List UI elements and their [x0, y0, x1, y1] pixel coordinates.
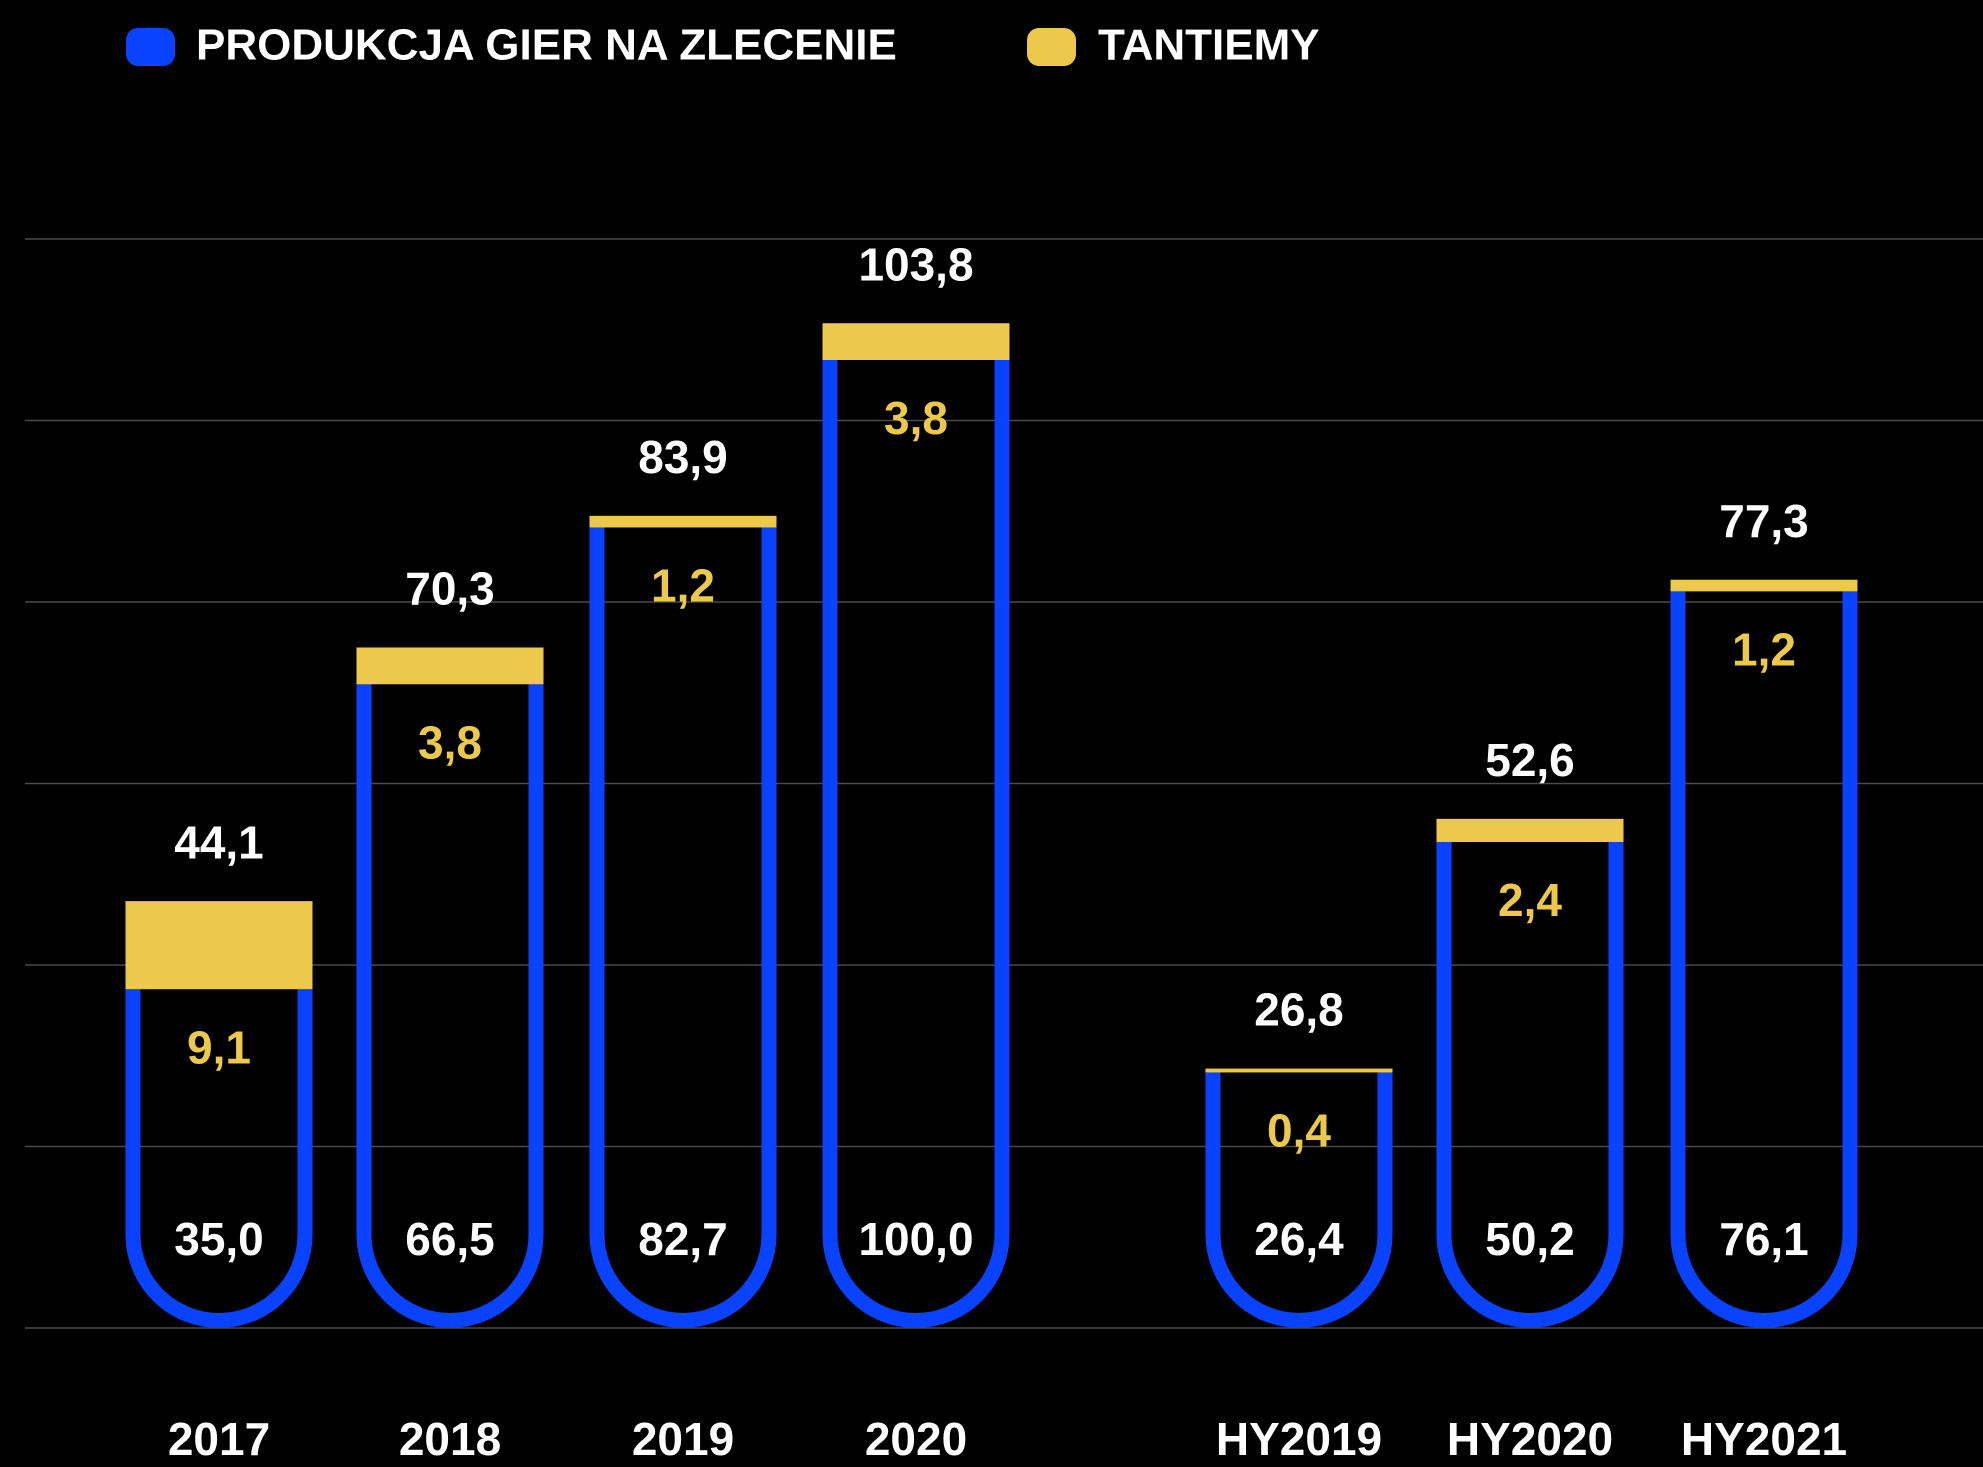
- total-label: 70,3: [405, 563, 495, 615]
- value-label: 9,1: [187, 1021, 251, 1073]
- x-tick-label: HY2020: [1447, 1413, 1613, 1465]
- total-label: 77,3: [1719, 495, 1809, 547]
- legend-label: TANTIEMY: [1098, 21, 1320, 70]
- x-tick-label: 2020: [865, 1413, 967, 1465]
- bar-segment: [1436, 842, 1624, 1328]
- x-tick-label: HY2019: [1216, 1413, 1382, 1465]
- bar-segment: [125, 989, 313, 1328]
- bar-segment: [822, 323, 1010, 360]
- total-label: 83,9: [638, 431, 728, 483]
- value-label: 66,5: [405, 1213, 495, 1265]
- legend-swatch: [1027, 28, 1076, 66]
- value-label: 76,1: [1719, 1213, 1809, 1265]
- total-label: 26,8: [1254, 984, 1344, 1036]
- value-label: 35,0: [174, 1213, 264, 1265]
- legend-swatch: [126, 28, 175, 66]
- bar-segment: [589, 527, 777, 1328]
- value-label: 1,2: [651, 560, 715, 612]
- value-label: 0,4: [1267, 1105, 1331, 1157]
- x-tick-label: 2017: [168, 1413, 270, 1465]
- total-label: 52,6: [1485, 734, 1575, 786]
- bar-segment: [822, 360, 1010, 1328]
- value-label: 100,0: [858, 1213, 973, 1265]
- value-label: 82,7: [638, 1213, 728, 1265]
- bar-segment: [356, 647, 544, 685]
- bar-segment: [1205, 1072, 1393, 1328]
- x-tick-label: 2019: [632, 1413, 734, 1465]
- x-tick-label: HY2021: [1681, 1413, 1847, 1465]
- value-label: 26,4: [1254, 1213, 1344, 1265]
- value-label: 1,2: [1732, 624, 1796, 676]
- value-label: 3,8: [418, 716, 482, 768]
- bar-segment: [125, 901, 313, 990]
- bar-segment: [1436, 818, 1624, 843]
- legend: PRODUKCJA GIER NA ZLECENIE TANTIEMY: [126, 21, 1320, 70]
- total-label: 103,8: [858, 238, 973, 290]
- total-label: 44,1: [174, 816, 264, 868]
- value-label: 50,2: [1485, 1213, 1575, 1265]
- bar-segment: [356, 684, 544, 1328]
- value-label: 3,8: [884, 392, 948, 444]
- bar-segment: [1670, 579, 1858, 592]
- x-tick-label: 2018: [399, 1413, 501, 1465]
- bar-segment: [1670, 591, 1858, 1328]
- bar-segment: [589, 515, 777, 528]
- legend-label: PRODUKCJA GIER NA ZLECENIE: [196, 21, 897, 70]
- bar-segment: [1205, 1068, 1393, 1073]
- value-label: 2,4: [1498, 874, 1562, 926]
